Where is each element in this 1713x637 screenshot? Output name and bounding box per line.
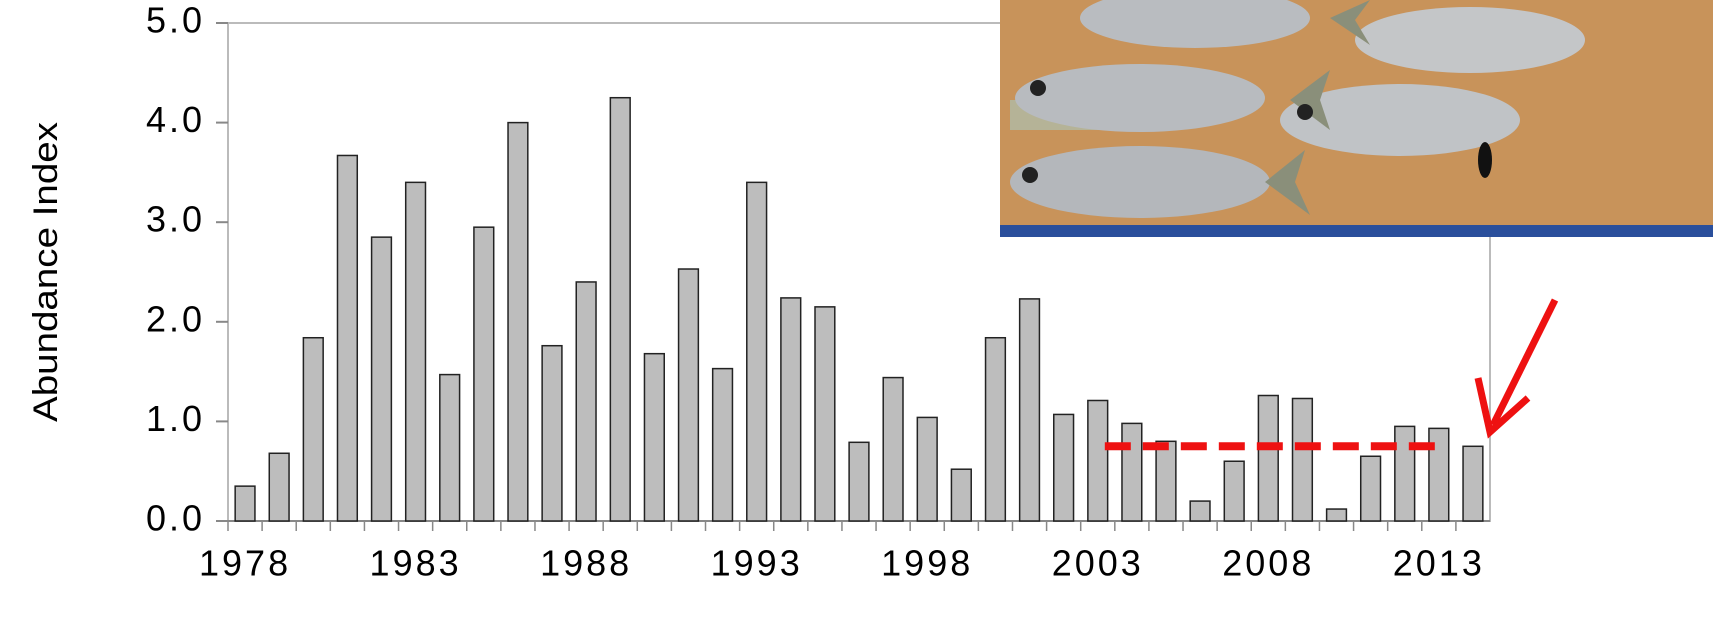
y-tick-label: 5.0 <box>146 0 205 41</box>
bar <box>984 336 1007 522</box>
bar <box>1291 397 1314 522</box>
bar <box>1325 508 1348 522</box>
bar <box>950 468 972 522</box>
y-tick-label: 1.0 <box>146 398 205 439</box>
bar <box>814 306 836 522</box>
bar <box>439 373 461 522</box>
y-tick-label: 4.0 <box>146 99 205 140</box>
bar <box>1121 422 1143 522</box>
bar <box>1189 500 1211 522</box>
x-tick-label: 1988 <box>540 543 632 584</box>
bar <box>916 416 938 522</box>
bar <box>370 236 393 522</box>
x-tick-label: 1978 <box>199 543 291 584</box>
bar <box>336 154 359 522</box>
x-tick-label: 2003 <box>1052 543 1144 584</box>
bar <box>882 376 904 522</box>
bar <box>1223 460 1245 522</box>
bar <box>1428 427 1450 522</box>
bar <box>404 181 427 522</box>
bar <box>507 121 529 522</box>
bar <box>1257 394 1279 522</box>
y-tick-label: 2.0 <box>146 298 205 339</box>
bar <box>1053 413 1075 522</box>
y-tick-label: 0.0 <box>146 498 205 539</box>
bar <box>575 281 597 522</box>
bar <box>541 344 563 522</box>
bar <box>234 485 256 522</box>
bar <box>746 181 768 522</box>
y-tick-label: 3.0 <box>146 199 205 240</box>
bar <box>1087 399 1109 522</box>
arrow <box>1474 298 1559 439</box>
bar <box>1018 298 1041 522</box>
bar <box>780 297 802 522</box>
x-tick-label: 1983 <box>370 543 462 584</box>
bar <box>711 367 734 522</box>
bar <box>1359 455 1382 522</box>
bar <box>473 226 495 522</box>
x-tick-label: 1998 <box>881 543 973 584</box>
x-tick-label: 2013 <box>1393 543 1485 584</box>
bar <box>1155 440 1177 522</box>
bar <box>677 268 700 522</box>
bar <box>643 352 665 522</box>
y-axis-label: Abundance Index <box>27 122 65 422</box>
bar <box>848 441 870 522</box>
x-tick-label: 2008 <box>1222 543 1314 584</box>
bar <box>302 336 324 522</box>
fish-photo <box>1000 0 1713 237</box>
bar <box>268 452 290 522</box>
bar <box>1394 425 1416 522</box>
x-tick-label: 1993 <box>711 543 803 584</box>
bar <box>1462 445 1484 522</box>
bar <box>609 96 631 522</box>
